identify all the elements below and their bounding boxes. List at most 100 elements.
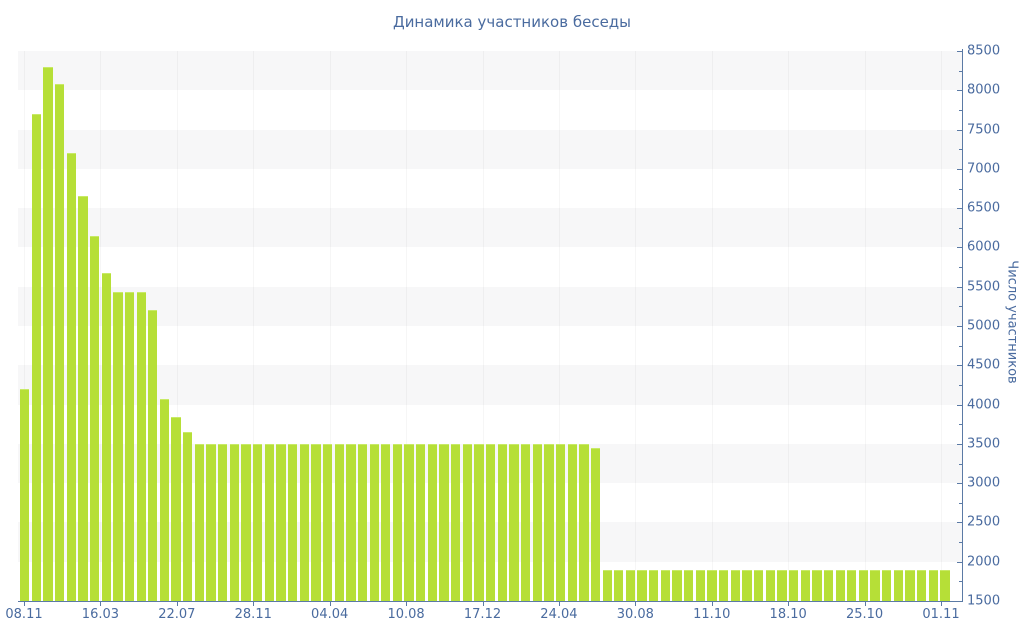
bar <box>66 153 76 601</box>
x-tick <box>558 602 560 606</box>
bar <box>264 443 274 601</box>
bar <box>544 443 554 601</box>
bar <box>707 569 717 601</box>
bar <box>602 569 612 601</box>
bar <box>183 432 193 601</box>
y-tick-label: 8000 <box>967 82 1001 98</box>
bar <box>287 443 298 601</box>
y-minor-tick <box>959 424 963 426</box>
vertical-gridline <box>941 51 942 601</box>
y-minor-tick <box>959 227 963 229</box>
x-tick-label: 30.08 <box>616 607 654 622</box>
bar <box>124 292 135 601</box>
bar <box>835 569 845 601</box>
bar <box>148 310 158 601</box>
y-tick <box>957 168 963 170</box>
x-tick-label: 28.11 <box>234 607 272 622</box>
bar <box>579 443 589 601</box>
bar <box>322 443 333 601</box>
bar <box>590 447 601 601</box>
bar <box>334 443 344 601</box>
vertical-gridline <box>329 51 331 601</box>
x-tick <box>253 602 255 606</box>
x-tick <box>864 602 866 606</box>
vertical-gridline <box>100 51 102 601</box>
y-tick <box>957 247 963 249</box>
bar <box>660 569 671 601</box>
x-tick <box>482 602 484 606</box>
y-tick-label: 3500 <box>967 436 1001 452</box>
bar <box>637 569 647 601</box>
grid-band <box>18 51 962 91</box>
bar <box>847 569 857 601</box>
bar <box>742 569 752 601</box>
bar <box>276 443 286 601</box>
bar <box>218 443 228 601</box>
bar <box>381 443 391 601</box>
bar <box>788 569 799 601</box>
x-tick-label: 01.11 <box>922 607 960 622</box>
plot-area <box>18 51 962 601</box>
y-minor-tick <box>959 306 963 308</box>
bar <box>567 443 577 601</box>
bar <box>171 417 181 601</box>
y-tick <box>957 561 963 563</box>
bar <box>474 443 484 601</box>
x-tick <box>329 602 331 606</box>
bar <box>555 443 566 601</box>
y-tick-label: 6500 <box>967 200 1001 216</box>
bar <box>451 443 461 601</box>
x-tick-label: 22.07 <box>158 607 196 622</box>
vertical-gridline <box>482 51 484 601</box>
y-tick-label: 2000 <box>967 554 1001 570</box>
y-tick <box>957 208 963 210</box>
y-tick-label: 7500 <box>967 122 1001 138</box>
y-tick <box>957 90 963 92</box>
bar <box>416 443 426 601</box>
bar <box>206 443 216 601</box>
y-tick <box>957 443 963 445</box>
x-tick-label: 10.08 <box>387 607 425 622</box>
chart-title: Динамика участников беседы <box>392 13 632 31</box>
y-minor-tick <box>959 581 963 583</box>
y-tick <box>957 365 963 367</box>
x-tick <box>176 602 178 606</box>
bar <box>777 569 787 601</box>
bar <box>392 443 403 601</box>
bar <box>870 569 880 601</box>
y-tick <box>957 286 963 288</box>
bar <box>893 569 904 601</box>
y-tick-label: 4500 <box>967 357 1001 373</box>
x-tick <box>788 602 790 606</box>
bar <box>20 388 30 601</box>
x-tick-label: 04.04 <box>311 607 349 622</box>
bar <box>625 569 636 601</box>
vertical-gridline <box>253 51 255 601</box>
y-tick <box>957 404 963 406</box>
y-minor-tick <box>959 463 963 465</box>
y-minor-tick <box>959 542 963 544</box>
vertical-gridline <box>176 51 178 601</box>
bar <box>311 443 321 601</box>
vertical-gridline <box>864 51 866 601</box>
x-tick <box>635 602 637 606</box>
bar <box>684 569 694 601</box>
bar <box>54 84 65 601</box>
grid-band <box>18 129 962 169</box>
bar <box>427 443 438 601</box>
x-tick-label: 16.03 <box>81 607 120 622</box>
y-axis-title: Число участников <box>1004 260 1020 384</box>
y-axis-line <box>962 49 963 602</box>
vertical-gridline <box>711 51 713 601</box>
y-tick-label: 2500 <box>967 514 1001 530</box>
y-tick-label: 5500 <box>967 279 1001 295</box>
bar <box>823 569 834 601</box>
bar <box>346 443 356 601</box>
y-minor-tick <box>959 384 963 386</box>
x-tick-label: 24.04 <box>540 607 578 622</box>
y-tick <box>957 601 963 602</box>
vertical-gridline <box>558 51 560 601</box>
bar <box>765 569 775 601</box>
bar <box>439 443 449 601</box>
vertical-gridline <box>635 51 637 601</box>
